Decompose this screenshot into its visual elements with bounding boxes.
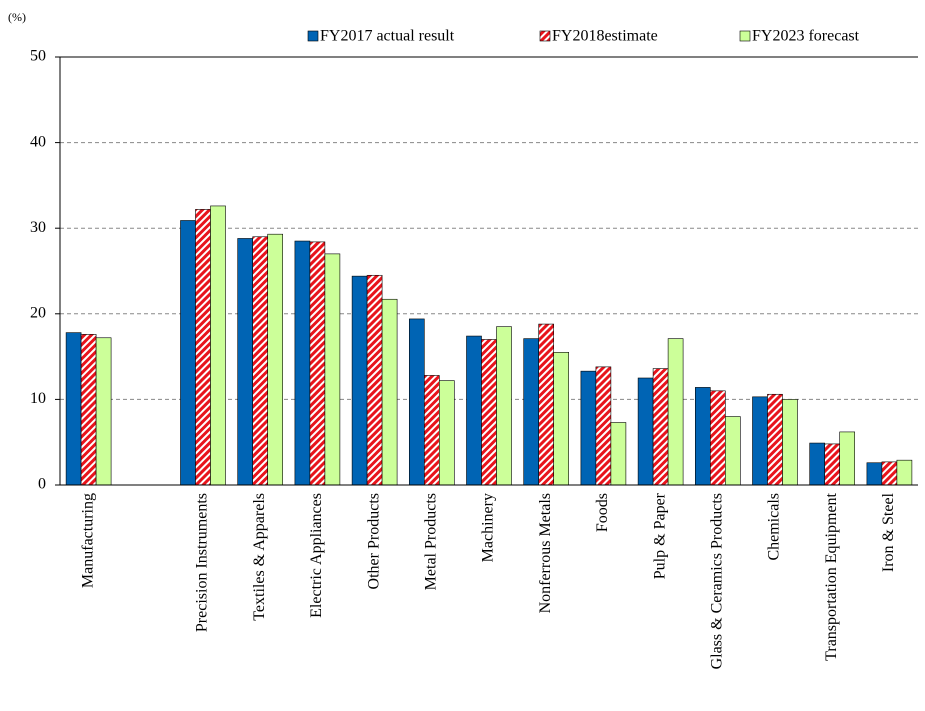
bar <box>481 339 497 486</box>
bar <box>65 332 82 486</box>
bar <box>423 375 440 486</box>
legend-swatch <box>539 30 551 42</box>
bar <box>709 390 726 486</box>
bar <box>95 337 112 486</box>
x-tick-label: Transportation Equipment <box>823 492 840 660</box>
bar <box>267 233 284 486</box>
bar <box>351 275 368 486</box>
bar <box>767 393 783 486</box>
bar <box>496 326 512 486</box>
bar <box>408 318 425 486</box>
y-tick-label: 10 <box>30 390 46 407</box>
x-tick-label: Pulp & Paper <box>651 492 668 579</box>
bar <box>366 274 383 486</box>
bar <box>782 399 798 486</box>
bar <box>866 462 883 486</box>
bar <box>553 352 570 486</box>
x-tick-label: Nonferrous Metals <box>537 493 554 613</box>
bar <box>652 368 669 486</box>
bar <box>381 298 398 486</box>
legend-label: FY2018estimate <box>552 28 658 45</box>
legend-label: FY2023 forecast <box>752 28 860 45</box>
bar <box>580 370 597 486</box>
x-tick-label: Metal Products <box>422 493 439 590</box>
bar <box>80 334 97 486</box>
y-tick-label: 50 <box>30 48 46 65</box>
bar <box>694 387 711 486</box>
bar <box>667 338 684 486</box>
x-tick-label: Precision Instruments <box>194 493 211 632</box>
x-tick-label: Glass & Ceramics Products <box>708 493 725 669</box>
bar <box>210 205 226 486</box>
bar <box>294 240 311 486</box>
x-tick-label: Other Products <box>365 493 382 589</box>
y-tick-label: 0 <box>38 476 46 493</box>
y-unit: (%) <box>8 10 26 24</box>
bar <box>809 442 826 486</box>
bars <box>65 205 913 486</box>
legend-swatch <box>307 30 319 42</box>
bar <box>595 366 612 486</box>
bar <box>637 377 654 486</box>
bar <box>237 238 253 486</box>
bar <box>824 443 841 486</box>
x-tick-label: Manufacturing <box>79 493 96 588</box>
x-tick-label: Iron & Steel <box>880 492 897 572</box>
bar <box>610 422 627 486</box>
y-tick-label: 40 <box>30 133 46 150</box>
bar <box>180 220 196 486</box>
bar <box>324 253 341 486</box>
bar <box>839 431 856 486</box>
legend-swatch <box>739 30 751 42</box>
legend-label: FY2017 actual result <box>320 28 455 45</box>
y-tick-label: 20 <box>30 304 46 321</box>
bar <box>438 380 455 486</box>
bar <box>195 209 211 486</box>
x-tick-label: Textiles & Apparels <box>251 493 268 621</box>
bar <box>466 335 482 486</box>
bar <box>252 236 268 486</box>
bar <box>523 338 540 486</box>
bar <box>538 323 555 486</box>
x-tick-label: Machinery <box>480 493 497 562</box>
bar <box>881 461 898 486</box>
bar <box>896 459 913 486</box>
x-tick-label: Foods <box>594 493 611 532</box>
y-tick-label: 30 <box>30 219 46 236</box>
bar <box>309 241 326 486</box>
x-tick-label: Electric Appliances <box>308 493 325 618</box>
x-tick-label: Chemicals <box>766 493 783 561</box>
bar <box>752 396 768 486</box>
bar <box>724 416 741 486</box>
